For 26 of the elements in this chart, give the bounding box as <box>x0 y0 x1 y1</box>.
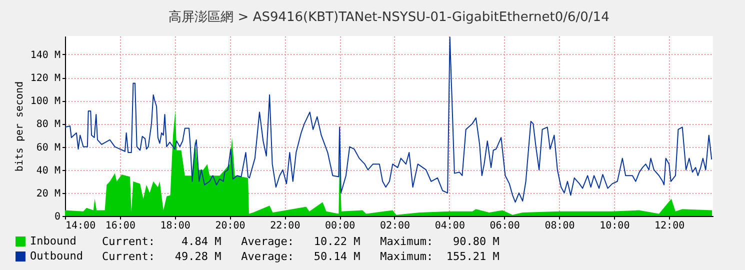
x-tick-label: 18:00 <box>160 220 190 232</box>
text: Current: 4.84 M Average: 10.22 M Maximum: 90.80 M <box>102 234 500 249</box>
y-tick-label: 0 <box>54 212 60 222</box>
x-tick-label: 08:00 <box>544 220 575 232</box>
y-tick-label: 40 M <box>36 165 60 176</box>
x-tick-label: 16:00 <box>105 220 136 232</box>
y-axis-title: bits per second <box>14 81 26 172</box>
y-tick-label: 80 M <box>36 119 60 130</box>
x-tick-label: 00:00 <box>325 220 356 232</box>
legend-label: Inbound <box>30 234 76 248</box>
x-tick-label: 14:00 <box>66 220 96 232</box>
x-tick-label: 02:00 <box>380 220 410 232</box>
y-tick-label: 60 M <box>36 142 60 154</box>
y-tick-label: 140 M <box>30 50 60 61</box>
x-tick-label: 06:00 <box>490 220 520 232</box>
text: Current: 49.28 M Average: 50.14 M Maximum: 155.21 M <box>102 249 500 264</box>
x-tick-label: 20:00 <box>215 220 246 232</box>
y-tick-label: 120 M <box>30 73 60 84</box>
x-tick-label: 12:00 <box>654 220 685 232</box>
legend-label: Outbound <box>30 250 83 262</box>
y-tick-label: 20 M <box>36 188 60 200</box>
chart-title: 高屏澎區網 > AS9416(KBT)TANet-NSYSU-01-GigabitEthernet0/6/0/14 <box>168 9 610 25</box>
x-tick-label: 22:00 <box>270 220 300 232</box>
y-tick-label: 100 M <box>30 96 60 108</box>
x-tick-label: 10:00 <box>600 220 630 232</box>
x-tick-label: 04:00 <box>434 220 465 232</box>
